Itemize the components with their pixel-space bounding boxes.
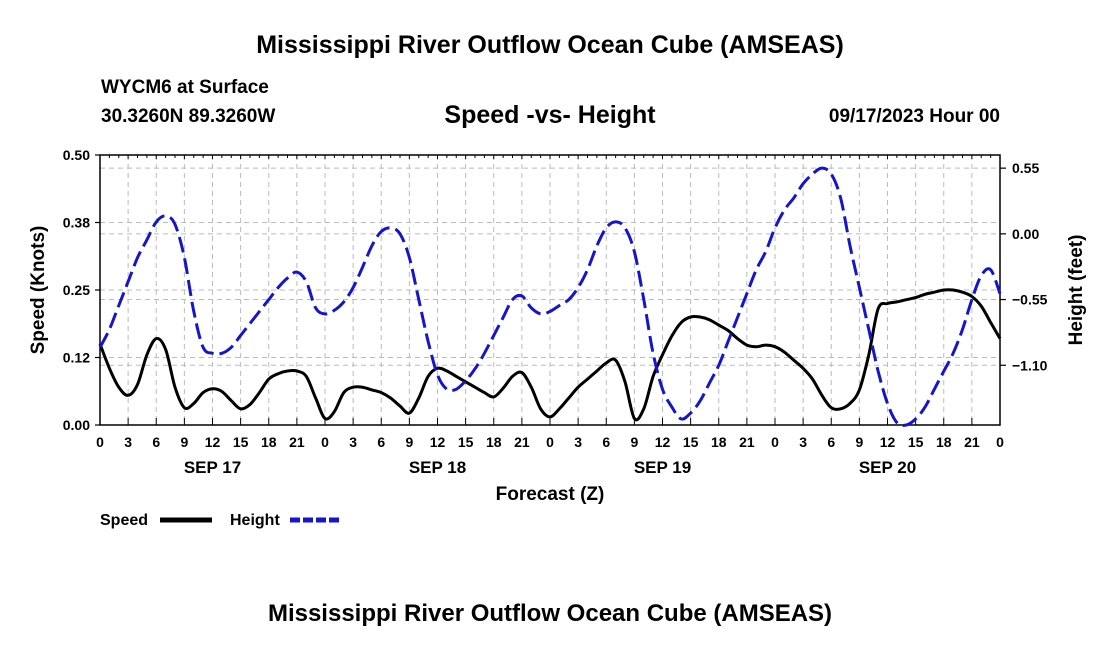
x-tick-label: 18 [486, 434, 502, 450]
x-tick-label: 0 [996, 434, 1004, 450]
x-tick-label: 3 [574, 434, 582, 450]
series-line-height [98, 166, 1002, 427]
x-tick-label: 0 [771, 434, 779, 450]
x-tick-label: 6 [377, 434, 385, 450]
forecast-datetime: 09/17/2023 Hour 00 [828, 106, 1000, 127]
x-tick-label: 12 [655, 434, 671, 450]
x-tick-label: 6 [827, 434, 835, 450]
x-tick-label: 3 [124, 434, 132, 450]
x-tick-label: 18 [711, 434, 727, 450]
x-tick-label: 21 [739, 434, 755, 450]
coordinates-label: 30.3260N 89.3260W [101, 106, 276, 127]
y-axis-left-label: Speed (Knots) [28, 226, 49, 355]
x-axis-label: Forecast (Z) [496, 484, 605, 505]
page-title: Mississippi River Outflow Ocean Cube (AM… [256, 31, 844, 59]
day-label: SEP 18 [409, 458, 466, 477]
y-axis-right-label: Height (feet) [1066, 235, 1087, 346]
x-tick-label: 6 [152, 434, 160, 450]
y-right-tick-label: 0.55 [1012, 160, 1039, 176]
grid [100, 155, 1000, 425]
day-label: SEP 17 [184, 458, 241, 477]
x-tick-label: 0 [321, 434, 329, 450]
x-tick-label: 9 [855, 434, 863, 450]
x-tick-label: 0 [546, 434, 554, 450]
x-tick-label: 9 [630, 434, 638, 450]
x-tick-label: 18 [936, 434, 952, 450]
x-tick-label: 3 [799, 434, 807, 450]
x-tick-label: 21 [964, 434, 980, 450]
y-left-tick-label: 0.12 [63, 350, 90, 366]
x-tick-label: 3 [349, 434, 357, 450]
x-tick-label: 21 [289, 434, 305, 450]
y-left-tick-label: 0.38 [63, 215, 90, 231]
legend-speed-label: Speed [100, 512, 148, 529]
x-tick-label: 18 [261, 434, 277, 450]
y-right-tick-label: −1.10 [1012, 357, 1048, 373]
day-label: SEP 19 [634, 458, 691, 477]
footer-title: Mississippi River Outflow Ocean Cube (AM… [267, 600, 833, 627]
y-right-tick-label: −0.55 [1012, 292, 1048, 308]
x-tick-label: 12 [430, 434, 446, 450]
x-tick-label: 12 [880, 434, 896, 450]
x-tick-label: 15 [908, 434, 924, 450]
x-tick-label: 15 [458, 434, 474, 450]
station-label: WYCM6 at Surface [101, 77, 269, 98]
day-label: SEP 20 [859, 458, 916, 477]
series-group [98, 166, 1002, 427]
x-tick-label: 15 [683, 434, 699, 450]
x-tick-label: 21 [514, 434, 530, 450]
legend: Speed Height [100, 512, 342, 529]
y-left-tick-label: 0.50 [63, 147, 90, 163]
y-right-tick-label: 0.00 [1012, 226, 1039, 242]
x-tick-label: 9 [405, 434, 413, 450]
x-tick-label: 15 [233, 434, 249, 450]
x-tick-label: 0 [96, 434, 104, 450]
series-line-speed [98, 288, 1002, 422]
legend-height-label: Height [230, 512, 280, 529]
axis-ticks: 0 3 6 9 12 15 18 21 0 3 6 9 12 15 18 21 0 3 6 9 12 15 18 21 0 3 6 9… [63, 147, 1048, 477]
x-tick-label: 6 [602, 434, 610, 450]
x-tick-label: 12 [205, 434, 221, 450]
y-left-tick-label: 0.00 [63, 417, 90, 433]
x-tick-label: 9 [180, 434, 188, 450]
chart-title: Speed -vs- Height [444, 101, 656, 129]
y-left-tick-label: 0.25 [63, 282, 90, 298]
